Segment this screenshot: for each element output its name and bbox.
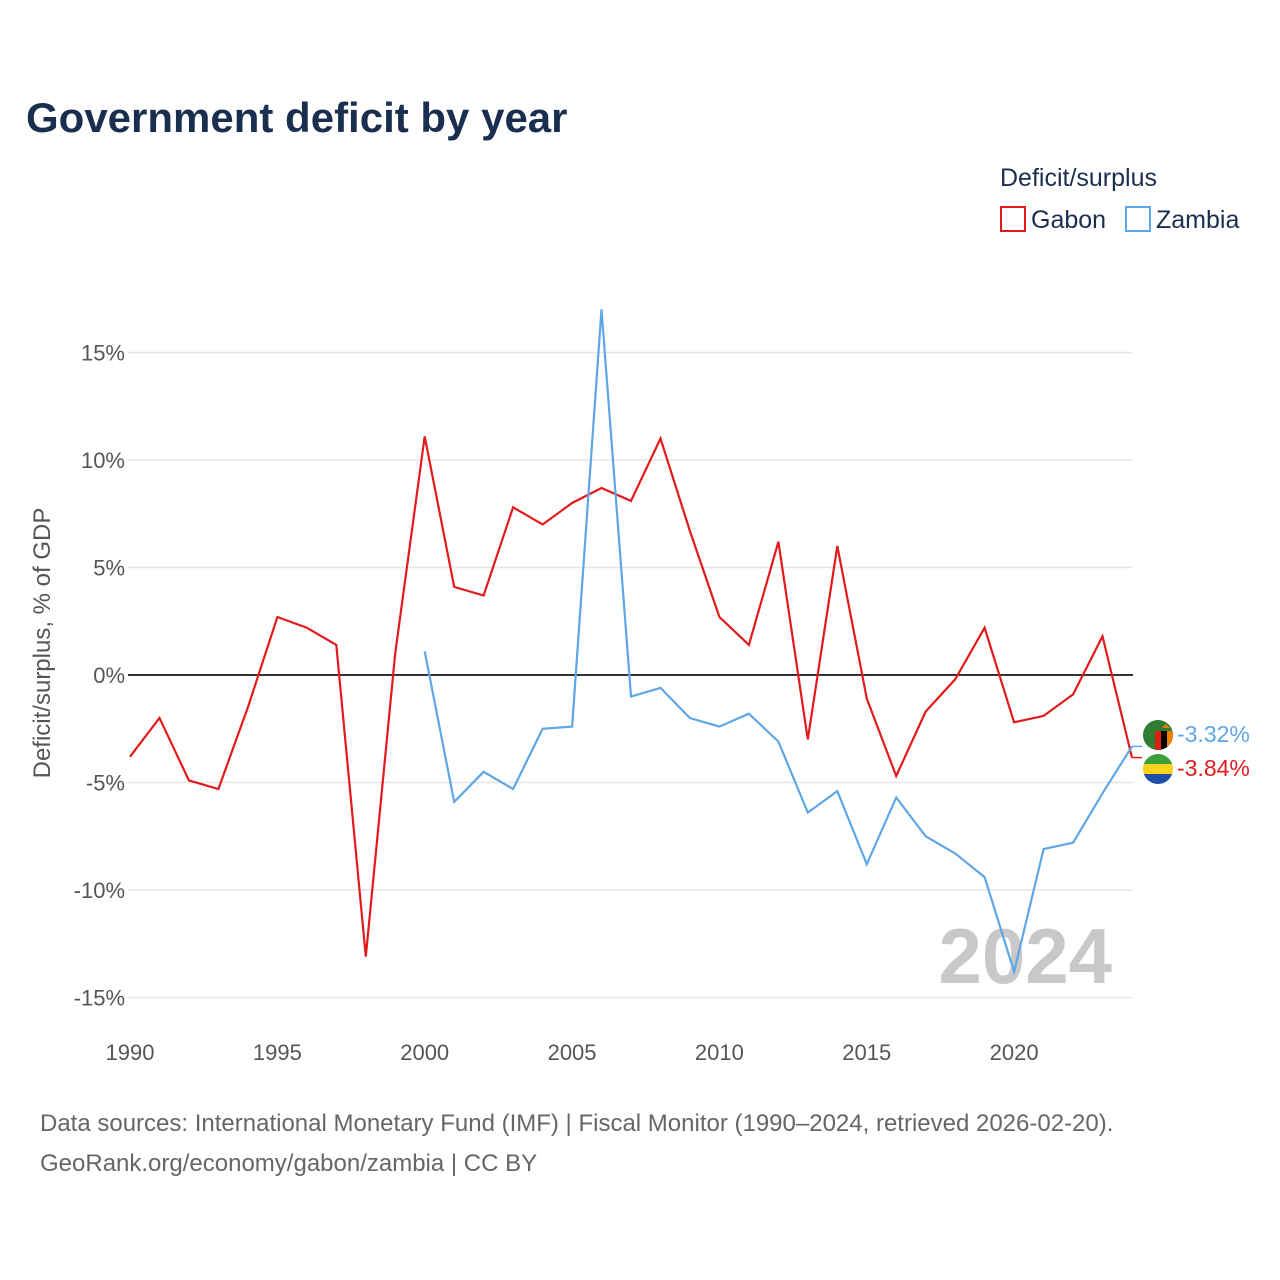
y-axis-ticks: 15% 10% 5% 0% -5% -10% -15% <box>74 341 125 1011</box>
legend-swatch-gabon[interactable] <box>1000 206 1026 232</box>
y-tick-label: 15% <box>81 341 125 366</box>
gridlines <box>128 351 1133 999</box>
end-label-zambia: -3.32% <box>1177 721 1250 747</box>
y-tick-label: 10% <box>81 448 125 473</box>
y-tick-label: 5% <box>93 556 125 581</box>
end-label-gabon: -3.84% <box>1177 755 1250 781</box>
chart-title: Government deficit by year <box>26 94 568 141</box>
x-axis-ticks: 1990 1995 2000 2005 2010 2015 2020 <box>106 1040 1039 1065</box>
y-tick-label: -5% <box>86 771 125 796</box>
x-tick-label: 2015 <box>842 1040 891 1065</box>
x-tick-label: 2020 <box>990 1040 1039 1065</box>
x-tick-label: 2005 <box>548 1040 597 1065</box>
x-tick-label: 1990 <box>106 1040 155 1065</box>
y-tick-label: 0% <box>93 663 125 688</box>
series-lines <box>129 309 1142 976</box>
legend-swatch-zambia[interactable] <box>1125 206 1151 232</box>
series-line-gabon[interactable] <box>129 435 1134 957</box>
source-line-1: Data sources: International Monetary Fun… <box>40 1110 1113 1137</box>
legend-label-zambia[interactable]: Zambia <box>1156 206 1239 234</box>
y-tick-label: -15% <box>74 986 125 1011</box>
source-line-2[interactable]: GeoRank.org/economy/gabon/zambia | CC BY <box>40 1150 537 1177</box>
legend: Deficit/surplus Gabon Zambia <box>1000 164 1239 234</box>
zambia-flag-icon <box>1143 720 1173 750</box>
y-axis-title: Deficit/surplus, % of GDP <box>29 508 56 779</box>
legend-label-gabon[interactable]: Gabon <box>1031 206 1106 234</box>
y-tick-label: -10% <box>74 878 125 903</box>
series-line-zambia[interactable] <box>423 309 1133 976</box>
x-tick-label: 2010 <box>695 1040 744 1065</box>
x-tick-label: 1995 <box>253 1040 302 1065</box>
gabon-flag-icon <box>1143 754 1173 784</box>
end-labels: -3.32% -3.84% <box>1143 720 1250 784</box>
legend-title: Deficit/surplus <box>1000 164 1157 192</box>
x-tick-label: 2000 <box>400 1040 449 1065</box>
